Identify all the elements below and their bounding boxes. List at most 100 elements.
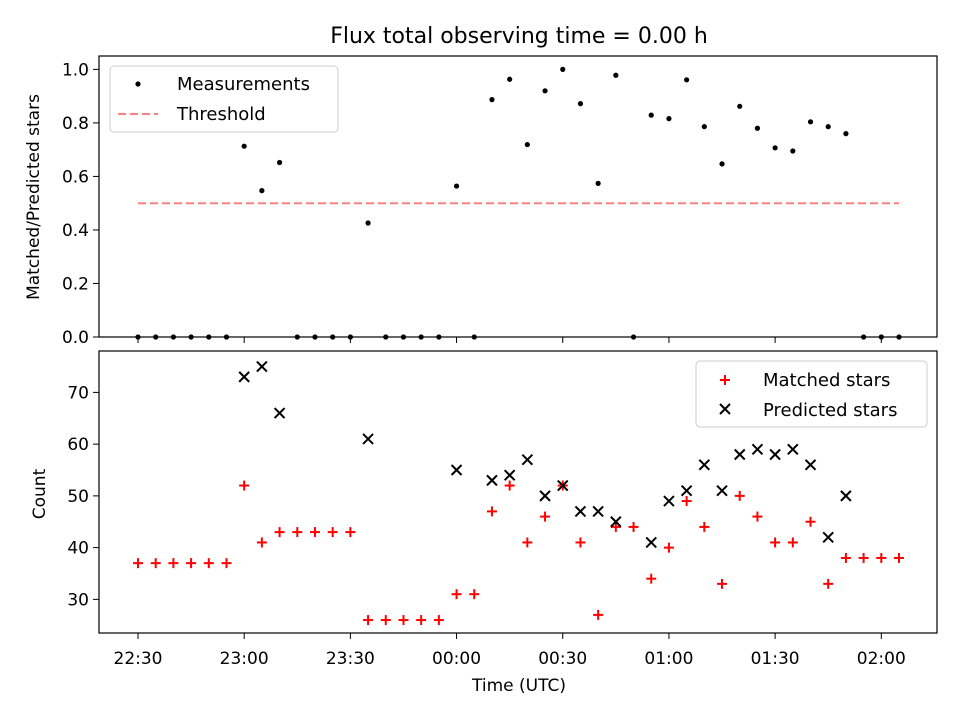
measurement-point-37 xyxy=(790,148,796,154)
predicted-star-point-b xyxy=(610,516,622,528)
matched-star-point-8 xyxy=(274,527,285,538)
matched-star-point-4 xyxy=(203,558,214,569)
predicted-star-point-22 xyxy=(804,459,817,471)
predicted-star-point-5 xyxy=(486,474,498,487)
bottom-xtick-label-1: 23:00 xyxy=(220,649,269,669)
matched-star-point-7 xyxy=(256,537,267,548)
measurement-point-26 xyxy=(595,180,601,186)
matched-star-point-21 xyxy=(504,480,515,491)
predicted-star-point-b xyxy=(822,531,834,543)
predicted-star-point-23 xyxy=(822,531,834,543)
matched-star-point-15 xyxy=(398,615,409,626)
predicted-star-point-b xyxy=(840,490,852,502)
top-legend: Measurements Threshold xyxy=(109,65,339,133)
matched-star-point-32 xyxy=(699,521,710,532)
matched-star-point-26 xyxy=(593,609,604,620)
top-ytick-label-5: 1.0 xyxy=(62,60,89,80)
bottom-legend: Matched stars Predicted stars xyxy=(695,360,928,428)
matched-star-point-30 xyxy=(663,542,674,553)
top-ytick-label-0: 0.0 xyxy=(62,328,89,348)
measurement-point-34 xyxy=(737,103,743,109)
legend-threshold-label: Threshold xyxy=(176,104,266,125)
matched-star-point-6 xyxy=(239,480,250,491)
bottom-ytick-label-0: 30 xyxy=(67,590,89,610)
predicted-star-point-b xyxy=(787,443,799,456)
matched-star-point-17 xyxy=(433,615,444,626)
bottom-xtick-label-2: 23:30 xyxy=(326,649,375,669)
measurement-point-32 xyxy=(701,124,707,130)
predicted-star-point-7 xyxy=(521,453,534,466)
predicted-star-point-13 xyxy=(645,536,657,549)
matched-star-point-22 xyxy=(522,537,533,548)
measurement-point-7 xyxy=(259,188,265,194)
predicted-star-point-24 xyxy=(840,490,852,502)
predicted-star-point-3 xyxy=(362,433,374,445)
matched-star-point-16 xyxy=(416,615,427,626)
matched-star-point-2 xyxy=(168,558,179,569)
measurement-point-36 xyxy=(772,145,778,151)
matched-star-point-38 xyxy=(805,516,816,527)
bottom-legend-box xyxy=(695,360,928,428)
measurement-point-25 xyxy=(577,101,584,107)
predicted-star-point-b xyxy=(238,371,250,383)
top-legend-box xyxy=(109,65,339,133)
bottom-xtick-label-0: 22:30 xyxy=(114,649,163,669)
matched-star-point-27 xyxy=(610,521,621,532)
bottom-xtick-label-7: 02:00 xyxy=(857,649,906,669)
predicted-star-point-b xyxy=(734,448,746,461)
matched-star-point-37 xyxy=(787,537,798,548)
measurement-point-31 xyxy=(684,77,690,83)
top-panel-frame xyxy=(98,55,938,338)
measurement-point-29 xyxy=(648,112,654,118)
predicted-star-point-12 xyxy=(610,516,622,528)
legend-matched-label: Matched stars xyxy=(763,370,890,391)
predicted-star-point-10 xyxy=(574,505,587,518)
legend-measurements-marker xyxy=(135,81,141,87)
bottom-ytick-label-1: 40 xyxy=(67,539,89,559)
matched-star-point-33 xyxy=(717,578,728,589)
measurement-point-18 xyxy=(453,183,460,189)
predicted-star-point-b xyxy=(450,464,463,476)
predicted-star-point-b xyxy=(574,505,587,518)
matched-star-point-25 xyxy=(575,537,586,548)
matched-star-point-19 xyxy=(469,589,480,600)
measurement-point-40 xyxy=(843,131,849,137)
measurement-point-23 xyxy=(542,88,548,94)
predicted-star-point-20 xyxy=(769,448,781,461)
bottom-xtick-label-3: 00:00 xyxy=(432,649,481,669)
measurement-point-20 xyxy=(489,97,495,103)
bottom-panel-xlabel: Time (UTC) xyxy=(471,676,566,696)
bottom-xtick-label-6: 01:30 xyxy=(751,649,800,669)
predicted-star-point-9 xyxy=(557,479,569,492)
matched-star-point-35 xyxy=(752,511,763,522)
matched-star-point-28 xyxy=(628,521,639,532)
predicted-star-point-b xyxy=(698,459,711,471)
predicted-star-point-b xyxy=(557,479,569,492)
bottom-panel: Count Time (UTC) 30 40 50 60 70 22:30 23:00 23:… xyxy=(30,350,938,696)
predicted-star-point-11 xyxy=(592,505,604,518)
matched-star-point-34 xyxy=(734,490,745,501)
predicted-star-point-b xyxy=(680,484,693,497)
matched-star-point-5 xyxy=(221,558,232,569)
matched-star-point-39 xyxy=(823,578,834,589)
predicted-star-point-2 xyxy=(273,407,286,419)
predicted-star-point-b xyxy=(804,459,817,471)
matched-star-point-3 xyxy=(186,558,197,569)
predicted-star-point-b xyxy=(486,474,498,487)
matched-star-point-29 xyxy=(646,573,657,584)
matched-star-point-36 xyxy=(770,537,781,548)
bottom-ytick-label-3: 60 xyxy=(67,435,89,455)
predicted-star-point-0 xyxy=(238,371,250,383)
predicted-star-point-b xyxy=(663,495,675,507)
bottom-panel-marks xyxy=(133,360,904,626)
predicted-star-point-17 xyxy=(716,484,728,497)
predicted-star-point-19 xyxy=(751,443,764,456)
measurement-point-13 xyxy=(365,220,371,226)
predicted-star-point-14 xyxy=(663,495,675,507)
bottom-ytick-label-4: 70 xyxy=(67,383,89,403)
predicted-star-point-8 xyxy=(539,490,551,502)
bottom-panel-ylabel: Count xyxy=(30,468,50,519)
top-ytick-label-1: 0.2 xyxy=(62,274,89,294)
bottom-panel-frame xyxy=(98,350,938,634)
